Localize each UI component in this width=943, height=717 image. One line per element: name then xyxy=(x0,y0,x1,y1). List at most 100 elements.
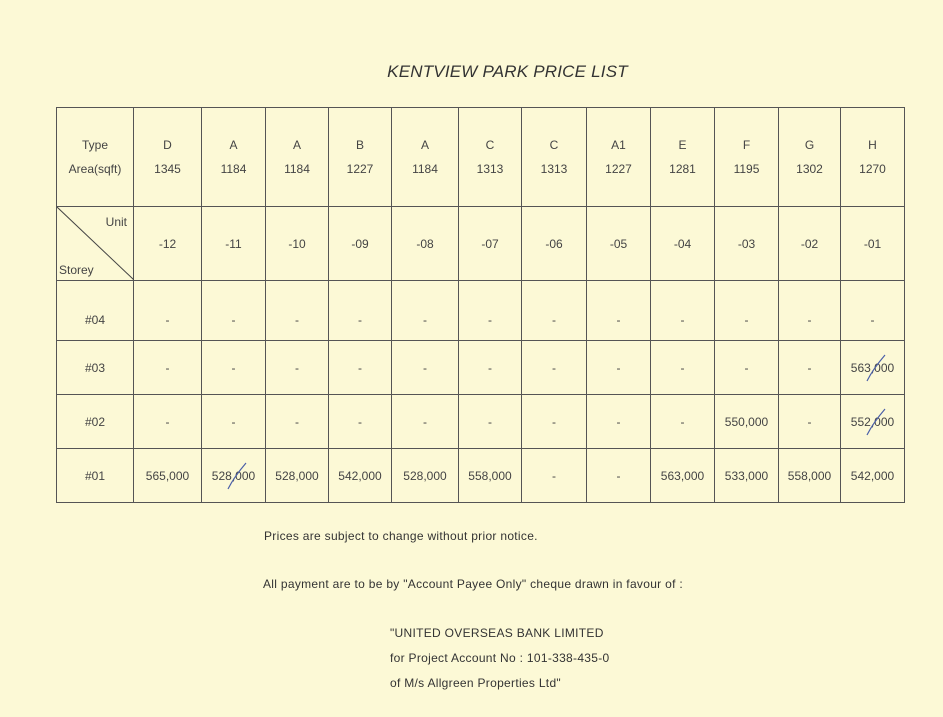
unit-area: 1184 xyxy=(412,162,438,176)
table-row: #04 - - - - - - - - - - - - xyxy=(56,280,905,341)
price-value: 533,000 xyxy=(724,468,769,483)
storey-label: #02 xyxy=(56,394,134,449)
price-cell: - xyxy=(391,394,459,449)
price-value: - xyxy=(616,414,621,429)
price-value: - xyxy=(488,360,492,375)
price-cell: - xyxy=(778,340,841,395)
price-cell: - xyxy=(201,340,266,395)
price-cell: 533,000 xyxy=(714,448,779,503)
price-cell: - xyxy=(521,340,587,395)
unit-type: D xyxy=(163,138,172,152)
price-value: 565,000 xyxy=(145,468,190,483)
storey-label: Storey xyxy=(59,263,94,277)
page-title: KENTVIEW PARK PRICE LIST xyxy=(387,62,628,81)
unit-area: 1184 xyxy=(220,162,247,176)
price-cell: 563,000 xyxy=(650,448,715,503)
price-cell: - xyxy=(328,394,392,449)
price-cell: - xyxy=(133,280,202,341)
type-area-cell: E 1281 xyxy=(650,107,715,207)
unit-type: C xyxy=(549,138,559,152)
price-value: - xyxy=(616,312,621,327)
unit-number: -08 xyxy=(391,206,459,281)
unit-number: -10 xyxy=(265,206,329,281)
price-cell: - xyxy=(521,280,587,341)
price-value: - xyxy=(552,414,556,429)
price-cell: 528,000 xyxy=(265,448,329,503)
unit-type: A xyxy=(292,138,301,152)
price-cell: - xyxy=(391,340,459,395)
unit-number: -02 xyxy=(778,206,841,281)
unit-area: 1227 xyxy=(605,162,632,176)
diagonal-line xyxy=(57,207,134,280)
price-value: - xyxy=(423,360,427,375)
unit-row: Unit Storey -12 -11 -10 -09 -08 -07 -06 -05 -04-… xyxy=(56,206,905,281)
unit-area: 1184 xyxy=(284,162,310,176)
payee-line-3: of M/s Allgreen Properties Ltd" xyxy=(390,676,561,690)
price-cell: - xyxy=(586,448,651,503)
unit-area: 1313 xyxy=(476,162,504,176)
price-cell: - xyxy=(650,340,715,395)
type-area-cell: B 1227 xyxy=(328,107,392,207)
price-cell: 542,000 xyxy=(328,448,392,503)
price-value: - xyxy=(231,312,236,327)
type-area-cell: A 1184 xyxy=(391,107,459,207)
price-value: 528,000 xyxy=(403,468,447,483)
price-cell: - xyxy=(650,280,715,341)
price-list-table: Type Area(sqft) D 1345 A 1184 A 1184 B 1227 A 1184… xyxy=(56,107,905,503)
type-area-row: Type Area(sqft) D 1345 A 1184 A 1184 B 1227 A 1184… xyxy=(56,107,905,207)
price-value: - xyxy=(744,312,749,327)
price-cell: - xyxy=(714,340,779,395)
unit-area: 1345 xyxy=(154,162,181,176)
price-value: - xyxy=(295,414,299,429)
table-row: #03 - - - - - - - - - - - 563,000 xyxy=(56,340,905,395)
price-value: - xyxy=(552,360,556,375)
price-change-note: Prices are subject to change without pri… xyxy=(264,529,538,543)
unit-number: -09 xyxy=(328,206,392,281)
unit-type: G xyxy=(804,138,815,152)
price-value: - xyxy=(680,360,685,375)
type-area-cell: A 1184 xyxy=(201,107,266,207)
price-value: 552,000 xyxy=(851,408,894,435)
price-cell: - xyxy=(586,340,651,395)
price-cell: - xyxy=(458,280,522,341)
unit-area: 1195 xyxy=(733,162,760,176)
price-value: - xyxy=(616,468,621,483)
price-cell: 563,000 xyxy=(840,340,905,395)
price-value: - xyxy=(295,312,299,327)
area-label: Area(sqft) xyxy=(68,162,122,176)
unit-type: A xyxy=(229,138,238,152)
price-value: - xyxy=(165,360,170,375)
price-value: - xyxy=(231,360,236,375)
price-value: - xyxy=(870,312,875,327)
price-value: - xyxy=(807,360,812,375)
price-value: - xyxy=(744,360,749,375)
price-cell: - xyxy=(265,340,329,395)
price-cell: - xyxy=(265,280,329,341)
unit-number: -11 xyxy=(201,206,266,281)
unit-number: -05 xyxy=(586,206,651,281)
storey-label: #01 xyxy=(56,448,134,503)
price-value: - xyxy=(488,312,492,327)
price-value: 563,000 xyxy=(660,468,705,483)
price-cell: - xyxy=(328,340,392,395)
pen-strike-mark xyxy=(227,462,247,489)
unit-area: 1302 xyxy=(796,162,823,176)
price-value: - xyxy=(680,312,685,327)
price-cell: 542,000 xyxy=(840,448,905,503)
payee-line-1: "UNITED OVERSEAS BANK LIMITED xyxy=(390,626,604,640)
pen-strike-mark xyxy=(866,354,886,381)
price-cell: - xyxy=(265,394,329,449)
price-cell: 565,000 xyxy=(133,448,202,503)
price-cell: - xyxy=(133,394,202,449)
price-value: 528,000 xyxy=(212,462,255,489)
unit-type: F xyxy=(742,138,751,152)
price-cell: - xyxy=(650,394,715,449)
price-cell: - xyxy=(521,394,587,449)
price-value: 558,000 xyxy=(468,468,512,483)
storey-label: #04 xyxy=(56,280,134,341)
price-cell: - xyxy=(201,280,266,341)
unit-type: E xyxy=(678,138,687,152)
unit-type: A1 xyxy=(611,138,626,152)
table-row: #02 - - - - - - - - - 550,000 - 552,000 xyxy=(56,394,905,449)
price-cell: - xyxy=(778,280,841,341)
